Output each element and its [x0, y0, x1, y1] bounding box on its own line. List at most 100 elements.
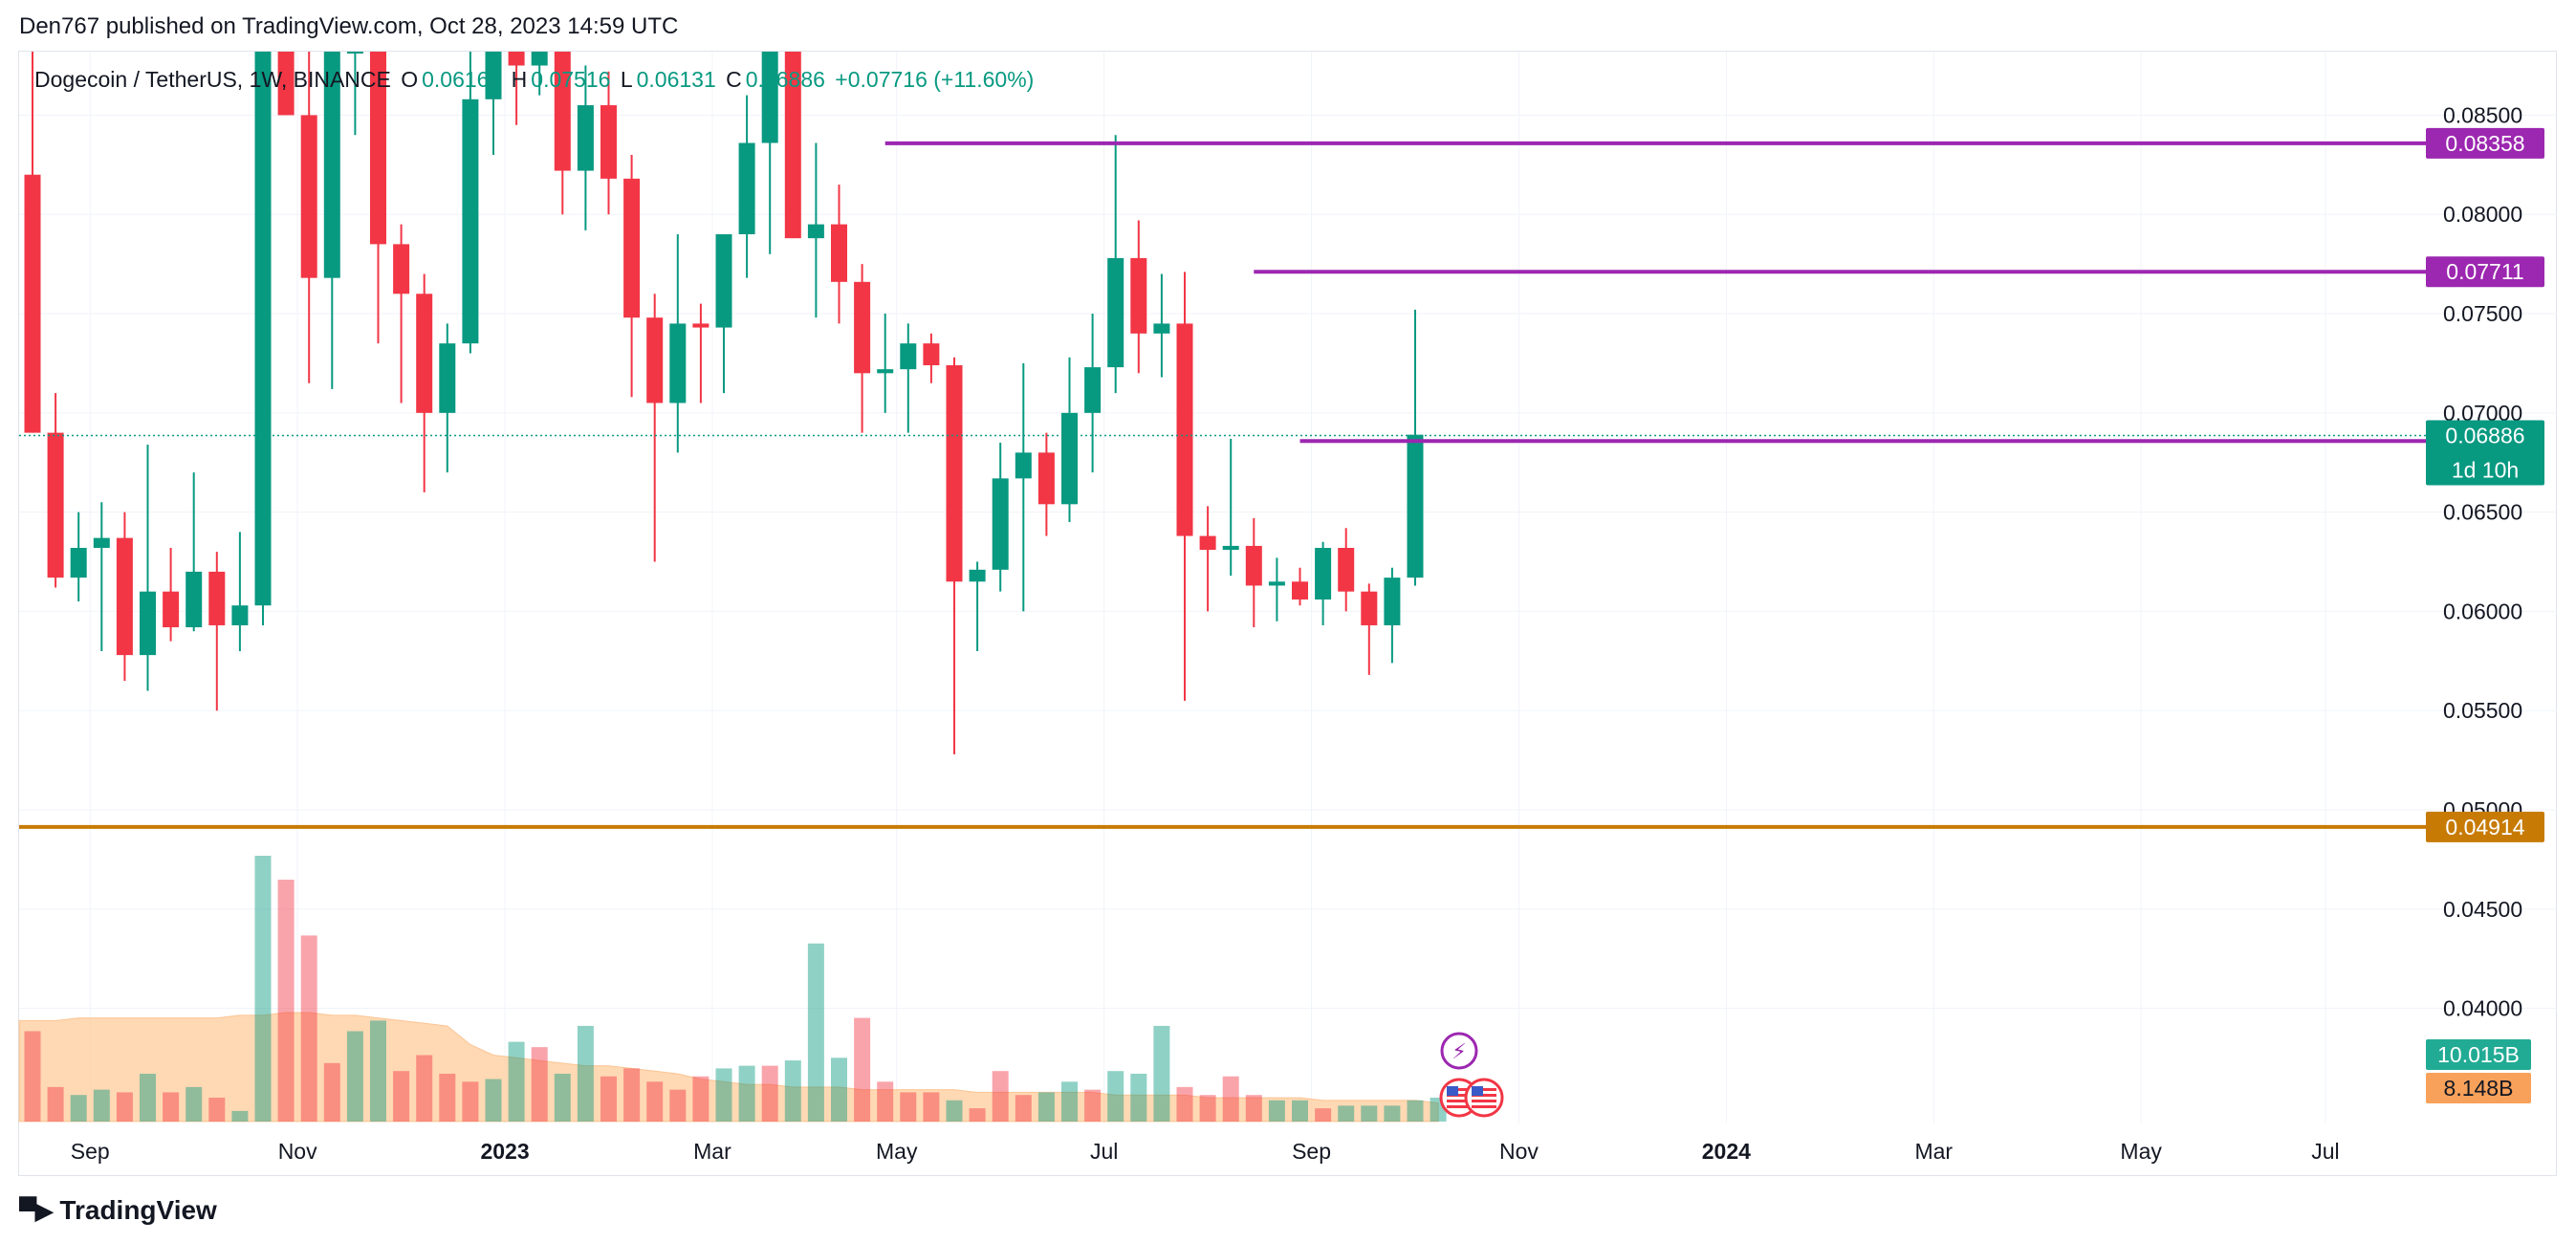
symbol-legend: Dogecoin / TetherUS, 1W, BINANCE O 0.0616…: [34, 67, 1037, 93]
candle-body: [1084, 367, 1102, 413]
event-icons: ⚡: [1439, 1032, 1504, 1118]
flag-stripe: [1472, 1100, 1496, 1102]
last-price-badge-text: 0.06886: [2445, 423, 2524, 447]
symbol-name[interactable]: Dogecoin / TetherUS, 1W, BINANCE: [34, 67, 391, 92]
volume-bar: [1222, 1076, 1239, 1122]
candle-body: [623, 178, 641, 318]
x-tick-label: Jul: [1090, 1139, 1118, 1164]
hline-badge: 0.04914: [2426, 811, 2544, 842]
flag-stripe: [1447, 1094, 1472, 1097]
volume-bar: [163, 1092, 180, 1122]
volume-bar: [1199, 1095, 1216, 1122]
volume-bar: [485, 1079, 502, 1122]
volume-bar: [208, 1097, 226, 1122]
flag-stripe: [1447, 1088, 1472, 1091]
volume-badge-text: 8.148B: [2444, 1076, 2514, 1101]
hline-badge-bg: [2426, 811, 2544, 842]
candle-body: [370, 52, 386, 245]
volume-bar: [646, 1081, 664, 1122]
candle-body: [877, 369, 894, 374]
volume-bar: [439, 1073, 456, 1122]
candle-body: [1407, 434, 1424, 578]
volume-bar: [231, 1110, 249, 1122]
hline-badge-text: 0.04914: [2445, 815, 2524, 840]
y-tick-label: 0.04000: [2443, 996, 2522, 1021]
volume-bar: [1268, 1100, 1285, 1122]
volume-bar: [416, 1055, 433, 1122]
close-value: 0.06886: [745, 67, 825, 92]
x-tick-label: Mar: [693, 1139, 731, 1164]
y-tick-label: 0.07500: [2443, 301, 2522, 326]
volume-bar: [24, 1031, 41, 1122]
volume-bar: [1061, 1081, 1078, 1122]
flag-ring: [1464, 1078, 1504, 1118]
volume-bar: [254, 856, 272, 1122]
chart-frame: [18, 51, 2557, 1176]
candle-body: [969, 569, 986, 582]
lightning-icon[interactable]: ⚡: [1440, 1032, 1478, 1070]
x-tick-label: Sep: [1292, 1139, 1331, 1164]
candles: [24, 52, 1424, 754]
candle-body: [738, 142, 755, 234]
volume-badge: 10.015B: [2426, 1039, 2531, 1070]
x-tick-label: Nov: [278, 1139, 317, 1164]
volume-bar: [370, 1020, 386, 1122]
candle-body: [93, 537, 110, 548]
x-tick-label: Sep: [71, 1139, 110, 1164]
y-tick-label: 0.05500: [2443, 698, 2522, 723]
volume-bar: [323, 1062, 340, 1122]
hline-badge-text: 0.07711: [2446, 259, 2523, 284]
candle-body: [900, 343, 917, 370]
flag-stripe: [1472, 1088, 1496, 1091]
volume-bar: [1292, 1100, 1308, 1122]
tradingview-brand[interactable]: ▀▶ TradingView: [19, 1195, 217, 1226]
candle-body: [231, 605, 249, 625]
change-value: +0.07716 (+11.60%): [835, 67, 1035, 92]
volume-bar: [1084, 1089, 1102, 1122]
volume-bar: [1338, 1105, 1355, 1122]
candle-body: [1222, 545, 1239, 551]
candle-body: [485, 52, 502, 99]
us-flag-icon[interactable]: [1464, 1078, 1504, 1118]
candle-body: [47, 432, 64, 578]
candle-body: [323, 52, 340, 278]
volume-ma-area: [18, 1012, 1439, 1123]
volume-bar: [1037, 1092, 1055, 1122]
candle-body: [831, 224, 847, 282]
flag-stripe: [1447, 1105, 1472, 1108]
candle-body: [577, 105, 594, 171]
candle-body: [1176, 323, 1193, 536]
candle-body: [508, 52, 525, 66]
candle-body: [1061, 412, 1078, 505]
volume-bar: [1015, 1095, 1032, 1122]
hline-badge: 0.08358: [2426, 127, 2544, 159]
publisher-caption: Den767 published on TradingView.com, Oct…: [19, 13, 679, 39]
volume-bar: [831, 1058, 847, 1122]
x-tick-label: Nov: [1499, 1139, 1539, 1164]
candle-body: [1268, 581, 1285, 586]
candle-body: [531, 52, 548, 66]
candle-body: [1361, 591, 1378, 625]
hline-badge-bg: [2426, 127, 2544, 159]
close-label: C: [726, 67, 742, 92]
volume-bar: [900, 1092, 917, 1122]
open-label: O: [401, 67, 419, 92]
candle-body: [761, 52, 778, 143]
volume-bar: [140, 1073, 156, 1122]
volume-bar: [761, 1065, 778, 1122]
candle-body: [300, 115, 317, 278]
candle-body: [208, 571, 226, 625]
volume-bar: [669, 1089, 687, 1122]
x-tick-label: Jul: [2311, 1139, 2339, 1164]
flag-stripe: [1472, 1105, 1496, 1108]
candle-body: [554, 52, 571, 171]
volume-bar: [877, 1081, 894, 1122]
candle-body: [1338, 548, 1355, 592]
last-price-badge-countdown: 1d 10h: [2452, 457, 2519, 482]
last-price-badge-bg: [2426, 420, 2544, 486]
candle-body: [600, 105, 617, 179]
candle-body: [462, 98, 479, 344]
candle-body: [807, 224, 824, 239]
volume-bar: [969, 1108, 986, 1122]
